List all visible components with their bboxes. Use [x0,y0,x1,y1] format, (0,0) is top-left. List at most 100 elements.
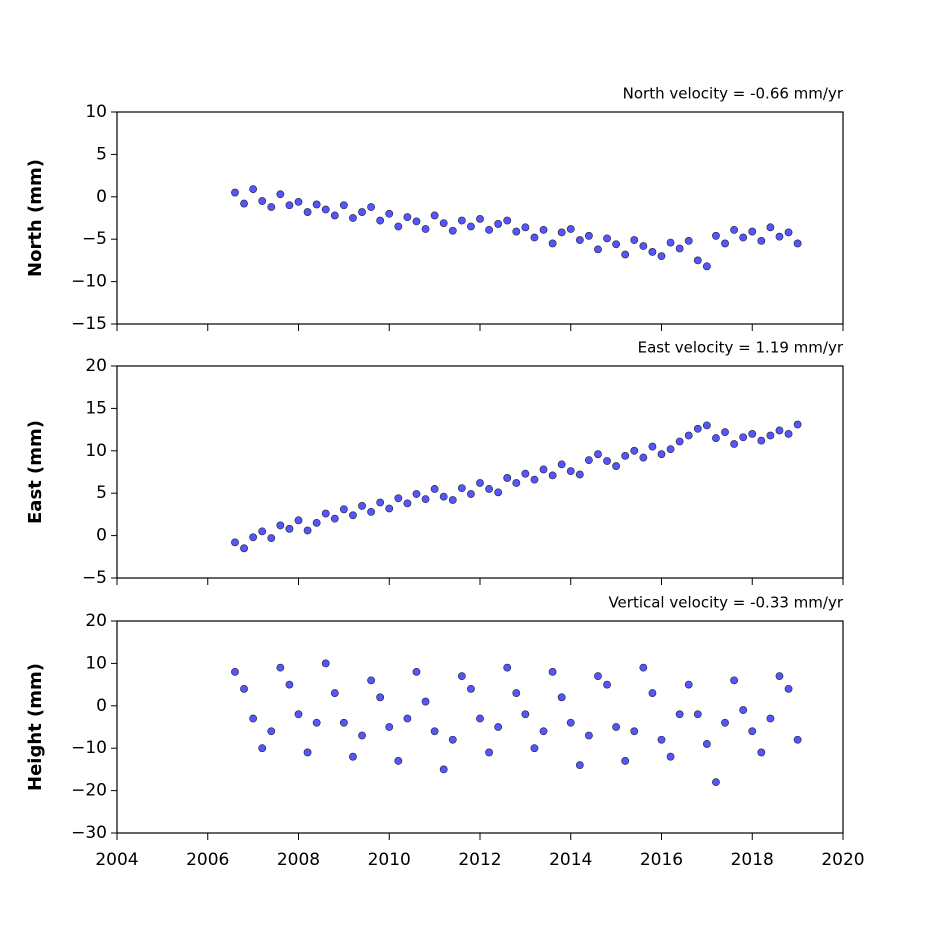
data-point [702,740,711,748]
data-point [457,484,466,493]
x-tick-label: 2008 [277,850,320,870]
data-point [521,469,530,478]
y-tick-label: 0 [96,526,107,546]
data-point [385,504,394,513]
data-point [249,714,258,723]
data-point [294,516,303,525]
y-tick-label: −15 [71,314,107,334]
data-point [557,693,566,702]
data-point [267,727,276,736]
data-point [430,485,439,493]
data-point [775,672,784,681]
data-point [693,424,702,433]
data-point [476,214,484,223]
data-point [721,718,729,727]
data-point [566,467,575,476]
y-tick-label: 15 [85,398,107,418]
data-point [793,239,802,248]
data-point [240,684,248,693]
data-point [494,723,503,731]
data-point [249,185,258,194]
data-point [294,197,303,206]
data-point [303,748,312,757]
data-point [621,451,630,460]
data-point [748,429,757,438]
data-point [258,527,267,536]
data-point [521,223,530,232]
data-point [358,731,366,740]
data-point [548,471,557,480]
data-point [721,428,729,437]
data-point [721,239,729,248]
data-point [557,460,566,469]
data-point [412,667,421,676]
data-point [494,220,503,228]
data-point [339,718,348,727]
data-point [457,216,466,225]
subplot: East velocity = 1.19 mm/yr East (mm) −5 0 5 1… [25,339,844,589]
data-point [766,223,775,232]
data-point [657,735,666,744]
data-point [240,199,248,208]
data-point [784,684,793,693]
data-point [376,693,385,702]
data-point [557,228,566,237]
data-point [312,200,321,209]
data-point [775,426,784,435]
data-point [439,492,448,501]
y-tick-label: 0 [96,187,107,207]
data-point [330,689,339,697]
data-point [648,442,657,451]
data-point [684,236,693,245]
data-point [457,672,466,681]
data-point [276,190,285,199]
data-point [766,431,775,440]
data-point [575,470,584,479]
data-point [330,211,339,220]
y-axis-label: North (mm) [25,159,46,277]
data-point [349,511,357,520]
data-point [594,672,602,681]
y-tick-label: 0 [96,696,107,716]
data-point [630,446,639,455]
data-point [412,490,421,498]
data-point [349,752,357,761]
x-tick-label: 2014 [549,850,592,870]
data-point [394,494,403,503]
data-point [467,490,475,498]
data-point [702,421,711,430]
data-point [612,462,621,470]
data-point [712,434,720,442]
data-point [276,663,285,672]
data-point [575,761,584,770]
subplot-title: East velocity = 1.19 mm/yr [638,339,844,357]
subplot: Vertical velocity = -0.33 mm/yr Height (m… [25,594,865,871]
y-tick-label: −10 [71,738,107,758]
subplot-title: North velocity = -0.66 mm/yr [623,85,844,103]
data-point [403,213,412,222]
x-tick-label: 2004 [95,850,138,870]
data-point [793,420,802,429]
data-point [394,757,403,765]
data-point [621,250,630,259]
data-point [612,240,621,249]
data-point [476,479,484,487]
data-point [303,526,312,535]
data-point [757,748,766,757]
data-point [630,727,639,736]
data-point [258,197,267,205]
data-point [566,225,575,233]
data-point [675,437,684,446]
data-point [739,233,748,242]
data-point [648,248,657,256]
data-point [730,440,738,448]
data-point [430,727,439,736]
y-tick-label: 10 [85,102,107,122]
data-point [684,680,693,689]
data-point [476,714,484,723]
y-axis-label: East (mm) [25,420,46,524]
data-point [693,710,702,719]
data-point [285,524,294,533]
data-point [603,457,611,465]
data-point [639,453,648,462]
